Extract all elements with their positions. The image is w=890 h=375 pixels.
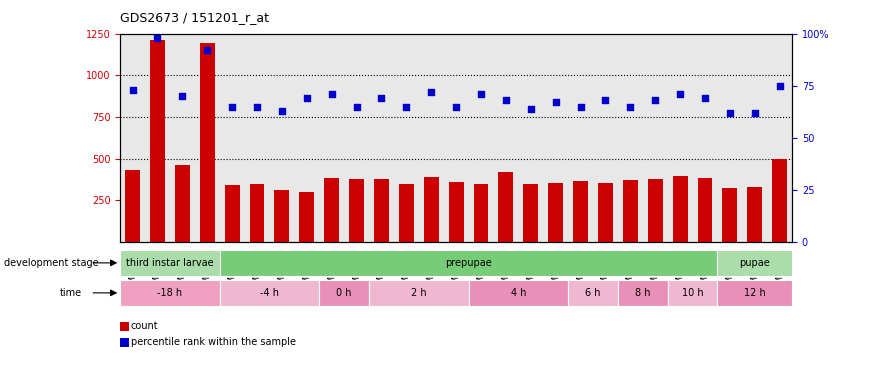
Text: 12 h: 12 h <box>744 288 765 298</box>
Text: 0 h: 0 h <box>336 288 352 298</box>
Point <box>748 110 762 116</box>
Text: development stage: development stage <box>4 258 99 268</box>
Text: -18 h: -18 h <box>158 288 182 298</box>
Point <box>350 104 364 110</box>
Bar <box>473 184 489 242</box>
Text: prepupae: prepupae <box>445 258 492 268</box>
Text: 6 h: 6 h <box>586 288 601 298</box>
Point <box>623 104 637 110</box>
Bar <box>224 185 239 242</box>
Bar <box>648 178 663 242</box>
Text: pupae: pupae <box>740 258 770 268</box>
Bar <box>220 250 717 276</box>
Point <box>275 108 289 114</box>
Point <box>375 95 389 101</box>
Text: 8 h: 8 h <box>635 288 651 298</box>
Bar <box>523 184 538 242</box>
Bar <box>374 180 389 242</box>
Text: -4 h: -4 h <box>260 288 279 298</box>
Point <box>300 95 314 101</box>
Bar <box>399 184 414 242</box>
Bar <box>120 250 220 276</box>
Bar <box>717 280 792 306</box>
Bar <box>424 177 439 242</box>
Bar <box>299 192 314 242</box>
Bar <box>369 280 468 306</box>
Bar <box>498 172 514 242</box>
Point <box>773 83 787 89</box>
Point <box>723 110 737 116</box>
Bar <box>698 178 713 242</box>
Point <box>548 99 562 105</box>
Bar <box>220 280 320 306</box>
Text: 4 h: 4 h <box>511 288 526 298</box>
Bar <box>573 181 588 242</box>
Bar <box>568 280 618 306</box>
Text: third instar larvae: third instar larvae <box>126 258 214 268</box>
Point <box>473 91 488 97</box>
Point <box>673 91 687 97</box>
Bar <box>320 280 369 306</box>
Bar <box>468 280 568 306</box>
Point <box>523 106 538 112</box>
Point <box>325 91 339 97</box>
Bar <box>668 280 717 306</box>
Point <box>425 89 439 95</box>
Bar <box>673 176 688 242</box>
Bar <box>748 187 762 242</box>
Point <box>200 47 214 53</box>
Point <box>498 98 513 104</box>
Bar <box>598 183 613 242</box>
Point <box>225 104 239 110</box>
Bar <box>723 188 737 242</box>
Text: count: count <box>131 321 158 331</box>
Point <box>573 104 587 110</box>
Bar <box>717 250 792 276</box>
Bar <box>324 178 339 242</box>
Text: 2 h: 2 h <box>411 288 426 298</box>
Bar <box>125 170 140 242</box>
Text: 10 h: 10 h <box>682 288 703 298</box>
Point <box>648 98 662 104</box>
Bar <box>449 182 464 242</box>
Point <box>400 104 414 110</box>
Bar <box>175 165 190 242</box>
Bar <box>120 280 220 306</box>
Text: GDS2673 / 151201_r_at: GDS2673 / 151201_r_at <box>120 11 269 24</box>
Point <box>175 93 190 99</box>
Bar <box>249 184 264 242</box>
Bar <box>623 180 638 242</box>
Bar <box>773 159 787 242</box>
Bar <box>349 180 364 242</box>
Text: time: time <box>60 288 82 298</box>
Point <box>698 95 712 101</box>
Bar <box>150 40 165 242</box>
Point <box>250 104 264 110</box>
Bar <box>199 43 214 242</box>
Point <box>449 104 464 110</box>
Point <box>150 35 165 41</box>
Bar <box>274 190 289 242</box>
Bar <box>548 183 563 242</box>
Bar <box>618 280 668 306</box>
Point <box>125 87 140 93</box>
Text: percentile rank within the sample: percentile rank within the sample <box>131 337 295 347</box>
Point <box>598 98 612 104</box>
